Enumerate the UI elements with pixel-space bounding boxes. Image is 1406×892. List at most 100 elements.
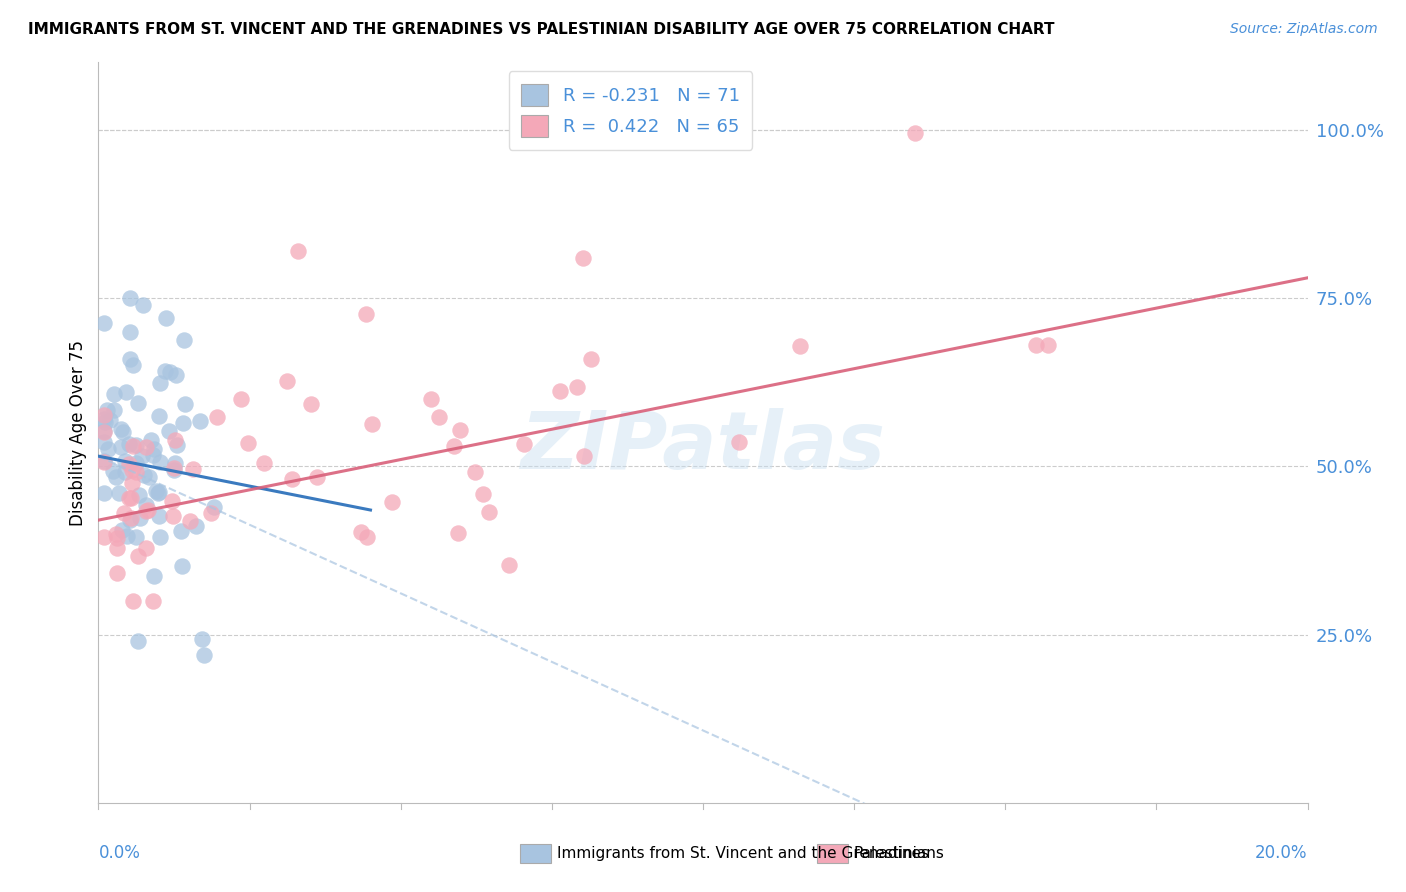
Point	[93, 434, 115, 449]
Point	[131, 449, 153, 463]
Point	[121, 463, 143, 477]
Text: Palestinians: Palestinians	[853, 847, 945, 861]
Point	[447, 526, 470, 541]
Point	[114, 465, 136, 479]
Point	[200, 506, 222, 520]
Point	[110, 422, 132, 436]
Point	[548, 384, 571, 398]
Point	[118, 291, 141, 305]
Point	[118, 457, 141, 471]
Point	[93, 486, 115, 500]
Point	[163, 456, 186, 470]
Point	[193, 648, 215, 662]
Point	[169, 524, 191, 539]
Point	[287, 244, 309, 258]
Point	[121, 439, 143, 453]
Point	[148, 409, 170, 424]
Point	[236, 436, 259, 450]
Text: 20.0%: 20.0%	[1256, 844, 1308, 862]
Point	[134, 467, 156, 482]
Point	[179, 514, 201, 528]
Point	[135, 440, 157, 454]
Point	[153, 364, 176, 378]
Point	[498, 558, 520, 572]
Point	[443, 439, 465, 453]
Text: 0.0%: 0.0%	[98, 844, 141, 862]
Text: Source: ZipAtlas.com: Source: ZipAtlas.com	[1230, 22, 1378, 37]
Point	[159, 365, 181, 379]
Point	[136, 503, 159, 517]
Point	[728, 435, 751, 450]
Point	[276, 374, 298, 388]
Point	[202, 500, 225, 514]
Point	[420, 392, 443, 406]
Point	[93, 316, 115, 330]
Y-axis label: Disability Age Over 75: Disability Age Over 75	[69, 340, 87, 525]
Point	[205, 409, 228, 424]
Point	[381, 495, 404, 509]
Point	[127, 395, 149, 409]
Point	[93, 455, 115, 469]
Point	[427, 409, 450, 424]
Point	[110, 440, 132, 454]
Point	[155, 311, 177, 326]
Point	[105, 526, 128, 541]
Point	[148, 509, 170, 524]
Point	[143, 442, 166, 456]
Point	[789, 339, 811, 353]
Point	[94, 415, 117, 429]
Point	[118, 437, 141, 451]
Point	[142, 594, 165, 608]
Text: Immigrants from St. Vincent and the Grenadines: Immigrants from St. Vincent and the Gren…	[557, 847, 929, 861]
Point	[105, 566, 128, 581]
Point	[135, 541, 157, 556]
Point	[305, 469, 328, 483]
Point	[142, 568, 165, 582]
Point	[565, 380, 588, 394]
Point	[148, 486, 170, 500]
Point	[103, 386, 125, 401]
Point	[127, 634, 149, 648]
Point	[160, 493, 183, 508]
Point	[96, 402, 118, 417]
Point	[1024, 338, 1046, 352]
Point	[162, 463, 184, 477]
Point	[112, 425, 135, 439]
Legend: R = -0.231   N = 71, R =  0.422   N = 65: R = -0.231 N = 71, R = 0.422 N = 65	[509, 71, 752, 150]
Point	[135, 504, 157, 518]
Point	[231, 392, 253, 406]
Point	[129, 510, 152, 524]
Point	[125, 530, 148, 544]
Point	[253, 456, 276, 470]
Text: ZIPatlas: ZIPatlas	[520, 409, 886, 486]
Point	[166, 438, 188, 452]
Point	[128, 488, 150, 502]
Point	[572, 449, 595, 463]
Point	[354, 307, 377, 321]
Point	[188, 414, 211, 428]
Point	[571, 252, 593, 266]
Point	[93, 454, 115, 468]
Point	[105, 541, 128, 555]
Point	[93, 425, 115, 439]
Point	[101, 464, 124, 478]
Point	[131, 298, 153, 312]
Point	[121, 475, 143, 490]
Point	[120, 512, 142, 526]
Point	[114, 506, 136, 520]
Point	[120, 491, 142, 505]
Point	[1036, 338, 1059, 352]
Point	[173, 333, 195, 347]
Point	[183, 461, 205, 475]
Point	[174, 397, 197, 411]
Point	[120, 511, 142, 525]
Point	[97, 442, 120, 456]
Point	[163, 461, 186, 475]
Point	[579, 352, 602, 367]
Point	[105, 532, 128, 546]
Point	[350, 524, 373, 539]
Point	[93, 530, 115, 544]
Point	[145, 484, 167, 499]
Point	[162, 508, 184, 523]
Point	[103, 403, 125, 417]
